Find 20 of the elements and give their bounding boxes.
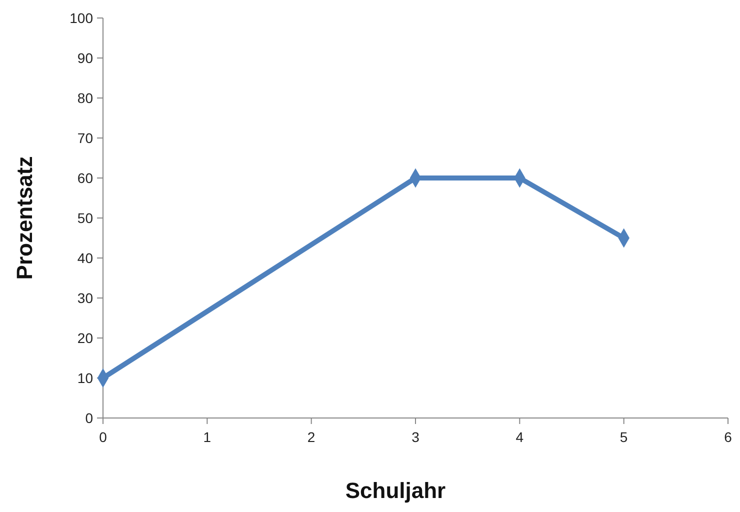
x-tick-label: 1: [203, 429, 212, 445]
y-tick-label: 90: [77, 50, 94, 66]
y-axis-title: Prozentsatz: [12, 156, 37, 280]
y-tick-label: 0: [85, 410, 94, 426]
x-axis-title: Schuljahr: [345, 478, 446, 503]
x-tick-label: 2: [307, 429, 316, 445]
y-tick-label: 40: [77, 250, 94, 266]
y-tick-label: 10: [77, 370, 94, 386]
y-tick-label: 30: [77, 290, 94, 306]
x-tick-label: 0: [99, 429, 108, 445]
y-tick-label: 50: [77, 210, 94, 226]
x-tick-label: 5: [620, 429, 628, 445]
y-tick-label: 60: [77, 170, 94, 186]
y-tick-label: 20: [77, 330, 94, 346]
x-tick-label: 4: [516, 429, 524, 445]
x-tick-label: 6: [724, 429, 732, 445]
y-tick-label: 100: [70, 10, 94, 26]
y-tick-label: 70: [77, 130, 94, 146]
y-tick-label: 80: [77, 90, 94, 106]
x-tick-label: 3: [412, 429, 420, 445]
